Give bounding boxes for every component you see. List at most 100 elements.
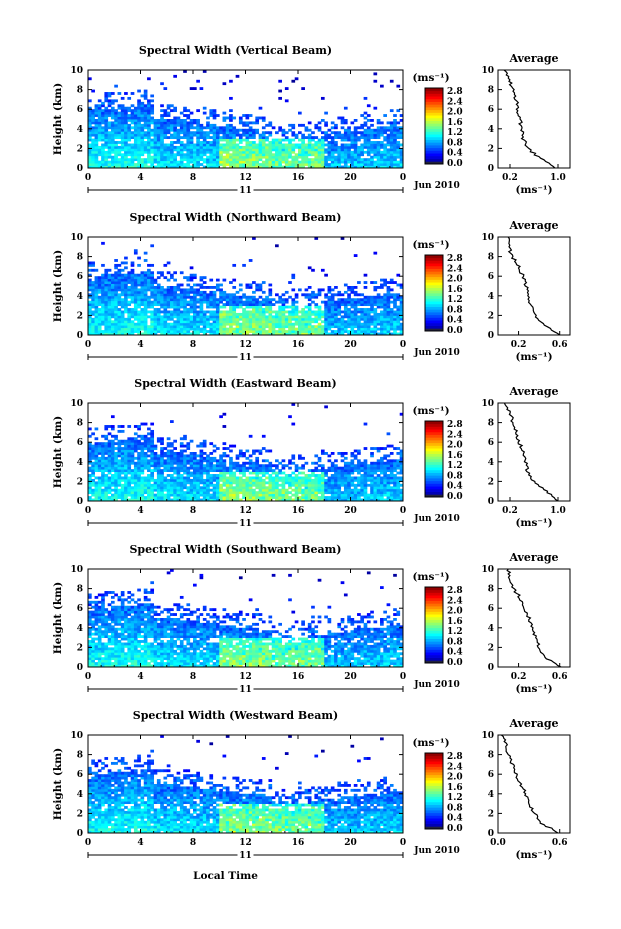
heatmap-cell	[107, 104, 112, 108]
heatmap-cell	[120, 138, 125, 142]
heatmap-cell	[107, 478, 112, 482]
heatmap-cell	[357, 153, 361, 157]
heatmap-cell	[311, 295, 315, 299]
heatmap-cell	[176, 116, 181, 120]
heatmap-cell	[291, 143, 296, 147]
heatmap-cell	[183, 456, 187, 460]
heatmap-cell	[373, 315, 378, 319]
heatmap-cell	[170, 286, 174, 289]
heatmap-cell	[380, 278, 384, 282]
heatmap-cell	[235, 298, 240, 302]
heatmap-cell	[88, 478, 92, 482]
heatmap-cell	[248, 310, 253, 314]
heatmap-cell	[143, 447, 148, 450]
heatmap-cell	[130, 92, 135, 95]
heatmap-cell	[320, 160, 325, 164]
heatmap-cell	[380, 327, 384, 331]
colorbar-segment	[425, 117, 443, 121]
heatmap-cell	[196, 322, 200, 326]
heatmap-cell	[212, 496, 217, 499]
heatmap-cell	[393, 141, 397, 144]
heatmap-cell	[317, 327, 322, 331]
heatmap-cell	[209, 148, 214, 152]
heatmap-cell	[373, 145, 378, 149]
heatmap-cell	[127, 281, 132, 284]
heatmap-cell	[173, 123, 177, 127]
heatmap-cell	[389, 308, 394, 311]
heatmap-cell	[160, 128, 164, 132]
heatmap-cell	[232, 466, 237, 470]
heatmap-cell	[347, 288, 351, 292]
heatmap-cell	[314, 145, 319, 149]
heatmap-cell	[199, 315, 204, 319]
heatmap-cell	[294, 315, 299, 319]
heatmap-cell	[124, 308, 128, 311]
heatmap-cell	[389, 128, 394, 132]
heatmap-cell	[147, 136, 151, 139]
heatmap-cell	[238, 155, 243, 159]
heatmap-cell	[232, 128, 237, 132]
heatmap-cell	[193, 320, 197, 324]
heatmap-cell	[294, 155, 299, 159]
heatmap-cell	[317, 290, 322, 294]
heatmap-cell	[147, 454, 151, 458]
heatmap-cell	[202, 295, 207, 299]
heatmap-cell	[235, 327, 240, 331]
heatmap-cell	[317, 143, 322, 147]
heatmap-cell	[130, 155, 135, 159]
heatmap-cell	[150, 305, 155, 309]
heatmap-cell	[294, 158, 299, 162]
heatmap-cell	[215, 114, 220, 117]
heatmap-cell	[173, 106, 177, 110]
heatmap-cell	[347, 131, 351, 135]
heatmap-cell	[91, 116, 95, 120]
heatmap-cell	[212, 488, 217, 492]
heatmap-cell	[334, 145, 338, 149]
heatmap-cell	[294, 327, 299, 331]
heatmap-cell	[130, 293, 135, 297]
heatmap-cell	[212, 303, 217, 306]
heatmap-cell	[120, 131, 125, 135]
heatmap-cell	[170, 288, 174, 292]
heatmap-cell	[327, 325, 332, 329]
heatmap-cell	[117, 459, 122, 463]
heatmap-cell	[183, 310, 187, 314]
heatmap-cell	[353, 160, 358, 164]
heatmap-cell	[350, 310, 355, 314]
heatmap-cell	[343, 305, 348, 309]
heatmap-cell	[399, 312, 404, 316]
heatmap-cell	[160, 486, 164, 490]
heatmap-cell	[160, 150, 164, 154]
heatmap-cell	[252, 300, 256, 304]
colorbar-frame	[424, 87, 444, 165]
heatmap-cell	[166, 119, 171, 122]
heatmap-cell	[130, 459, 135, 463]
heatmap-cell	[366, 150, 371, 154]
heatmap-cell	[324, 150, 328, 154]
heatmap-cell	[189, 486, 194, 490]
heatmap-cell	[186, 295, 191, 299]
heatmap-cell	[104, 116, 109, 120]
heatmap-cell	[222, 133, 227, 137]
heatmap-cell	[156, 476, 161, 480]
heatmap-cell	[334, 155, 338, 159]
heatmap-cell	[245, 150, 250, 154]
heatmap-cell	[291, 298, 296, 302]
heatmap-cell	[271, 138, 276, 142]
heatmap-cell	[222, 145, 227, 149]
heatmap-cell	[278, 312, 282, 316]
heatmap-cell	[366, 308, 371, 311]
heatmap-cell	[156, 295, 161, 299]
heatmap-cell	[235, 128, 240, 132]
heatmap-cell	[219, 138, 223, 142]
heatmap-cell	[101, 153, 105, 157]
heatmap-cell	[147, 469, 151, 472]
heatmap-cell	[357, 148, 361, 152]
heatmap-cell	[163, 483, 168, 487]
heatmap-cell	[261, 165, 266, 169]
heatmap-cell	[94, 145, 99, 149]
heatmap-cell	[337, 303, 342, 306]
heatmap-cell	[215, 469, 220, 472]
heatmap-cell	[143, 422, 148, 426]
heatmap-cell	[156, 464, 161, 468]
